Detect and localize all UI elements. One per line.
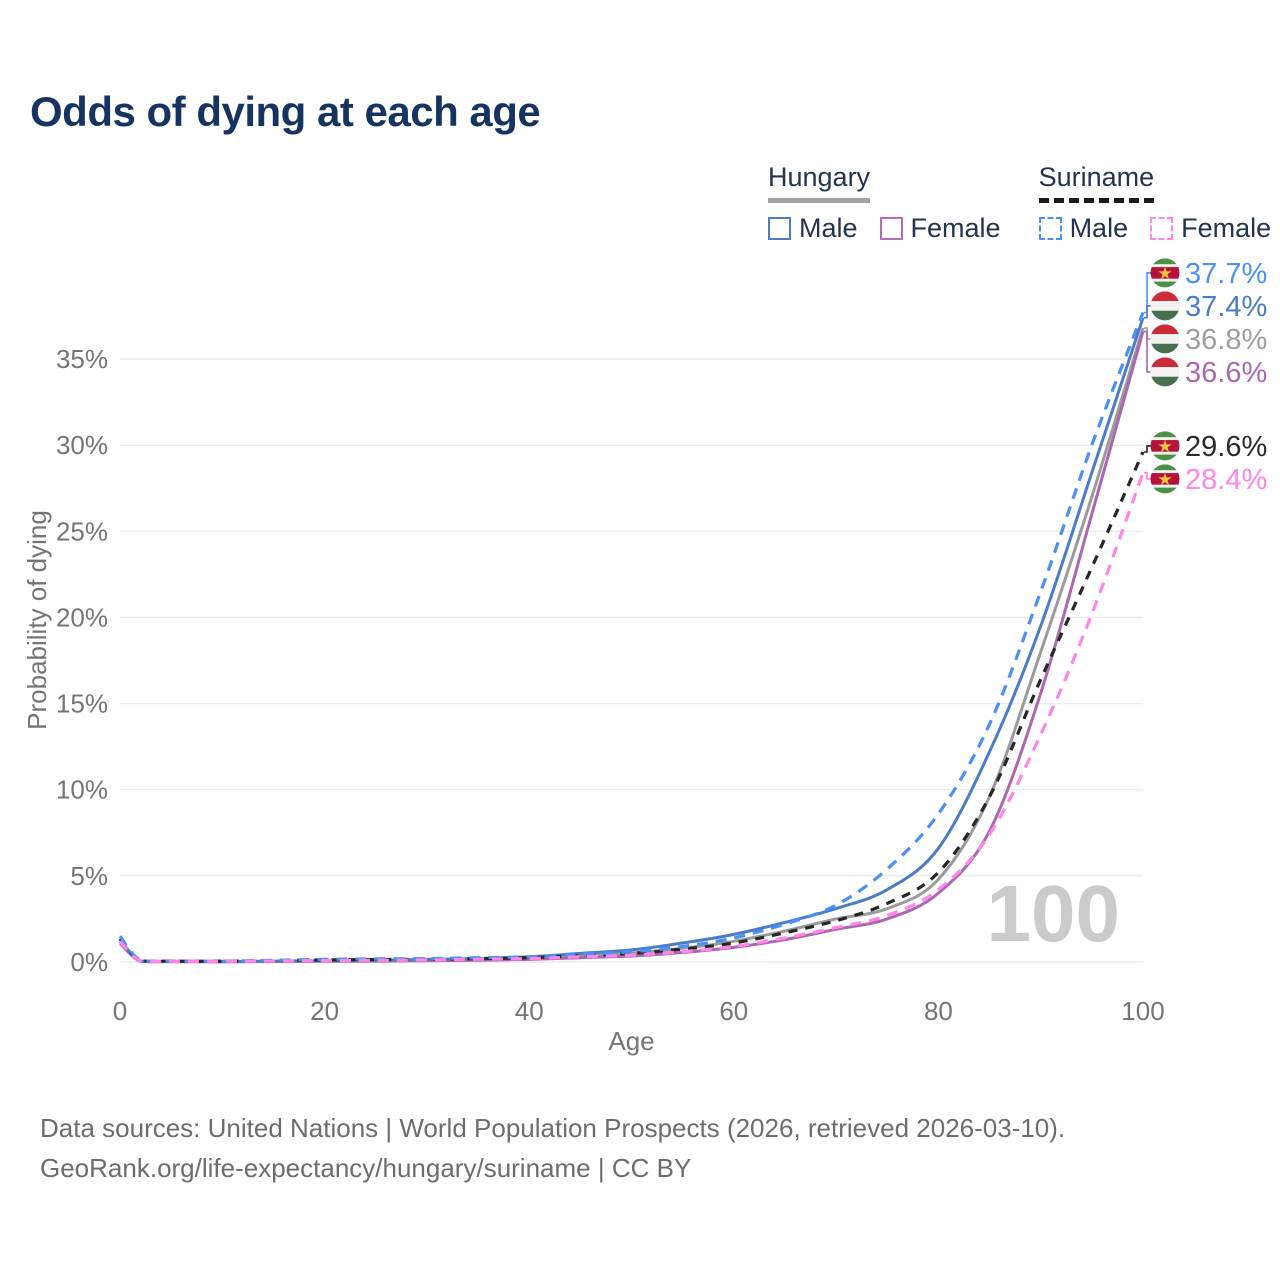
suriname-flag-icon: ★: [1150, 431, 1180, 461]
legend-swatch-icon: [879, 217, 903, 240]
end-value-label-hungary-female: 36.6%: [1185, 357, 1267, 389]
legend-item-suriname-female[interactable]: Female: [1150, 213, 1271, 244]
footer-data-sources: Data sources: United Nations | World Pop…: [40, 1113, 1066, 1143]
svg-text:★: ★: [1157, 437, 1172, 456]
legend-item-label: Female: [910, 213, 1001, 243]
y-tick-label: 35%: [56, 344, 108, 374]
x-tick-label: 100: [1121, 996, 1164, 1026]
y-tick-label: 20%: [56, 602, 108, 632]
footer-attribution-link[interactable]: GeoRank.org/life-expectancy/hungary/suri…: [40, 1153, 692, 1183]
end-value-label-suriname: 29.6%: [1185, 431, 1267, 463]
svg-text:★: ★: [1157, 470, 1172, 489]
series-line-suriname-female: [118, 472, 1145, 964]
x-tick-label: 0: [113, 996, 127, 1026]
legend-group-hungary: Hungary Male Female: [768, 162, 1001, 244]
end-label-connector: [1144, 471, 1152, 480]
y-tick-label: 25%: [56, 516, 108, 546]
series-line-hungary: [118, 327, 1145, 964]
legend-swatch-icon: [1038, 217, 1062, 240]
end-value-label-hungary-male: 37.4%: [1185, 291, 1267, 323]
legend-items-suriname: Male Female: [1038, 213, 1271, 244]
suriname-flag-icon: ★: [1150, 464, 1180, 494]
legend-swatch-icon: [1150, 217, 1174, 240]
hungary-flag-icon: [1150, 291, 1180, 321]
x-tick-label: 40: [515, 996, 544, 1026]
hungary-flag-icon: [1150, 357, 1180, 387]
y-tick-label: 30%: [56, 430, 108, 460]
series-line-hungary-male: [118, 317, 1145, 964]
end-label-connector: [1144, 330, 1152, 373]
hungary-flag-icon: [1150, 324, 1180, 354]
legend-item-hungary-female[interactable]: Female: [879, 213, 1001, 244]
legend-item-hungary-male[interactable]: Male: [768, 213, 858, 244]
end-label-connector: [1144, 445, 1152, 453]
age-counter-watermark: 100: [986, 869, 1120, 958]
footer: Data sources: United Nations | World Pop…: [40, 1108, 1065, 1188]
legend-title-hungary: Hungary: [768, 162, 871, 203]
x-axis-title: Age: [608, 1026, 654, 1056]
end-label-connector: [1144, 305, 1152, 319]
legend-items-hungary: Male Female: [768, 213, 1001, 244]
y-tick-label: 15%: [56, 689, 108, 719]
page-title: Odds of dying at each age: [30, 88, 541, 135]
legend-item-label: Female: [1181, 213, 1272, 243]
legend-swatch-icon: [768, 217, 791, 240]
end-label-connector: [1144, 272, 1152, 314]
x-tick-label: 80: [924, 996, 953, 1026]
y-tick-label: 5%: [70, 861, 108, 891]
legend-group-suriname: Suriname Male Female: [1038, 162, 1271, 244]
x-tick-label: 20: [310, 996, 339, 1026]
x-tick-label: 60: [719, 996, 748, 1026]
series-line-suriname: [118, 451, 1145, 963]
legend-item-label: Male: [1069, 213, 1129, 243]
end-value-label-hungary: 36.8%: [1185, 324, 1267, 356]
legend-item-label: Male: [799, 213, 858, 243]
end-value-label-suriname-male: 37.7%: [1185, 258, 1267, 290]
series-line-hungary-female: [118, 330, 1145, 964]
legend: Hungary Male Female Suriname Male Female: [768, 162, 1271, 244]
y-tick-label: 0%: [70, 947, 108, 977]
legend-title-suriname: Suriname: [1038, 162, 1155, 203]
y-axis-title: Probability of dying: [22, 510, 52, 730]
end-value-label-suriname-female: 28.4%: [1185, 464, 1267, 496]
svg-text:★: ★: [1157, 264, 1172, 283]
legend-item-suriname-male[interactable]: Male: [1038, 213, 1129, 244]
suriname-flag-icon: ★: [1150, 258, 1180, 288]
series-line-suriname-male: [118, 311, 1145, 963]
y-tick-label: 10%: [56, 775, 108, 805]
